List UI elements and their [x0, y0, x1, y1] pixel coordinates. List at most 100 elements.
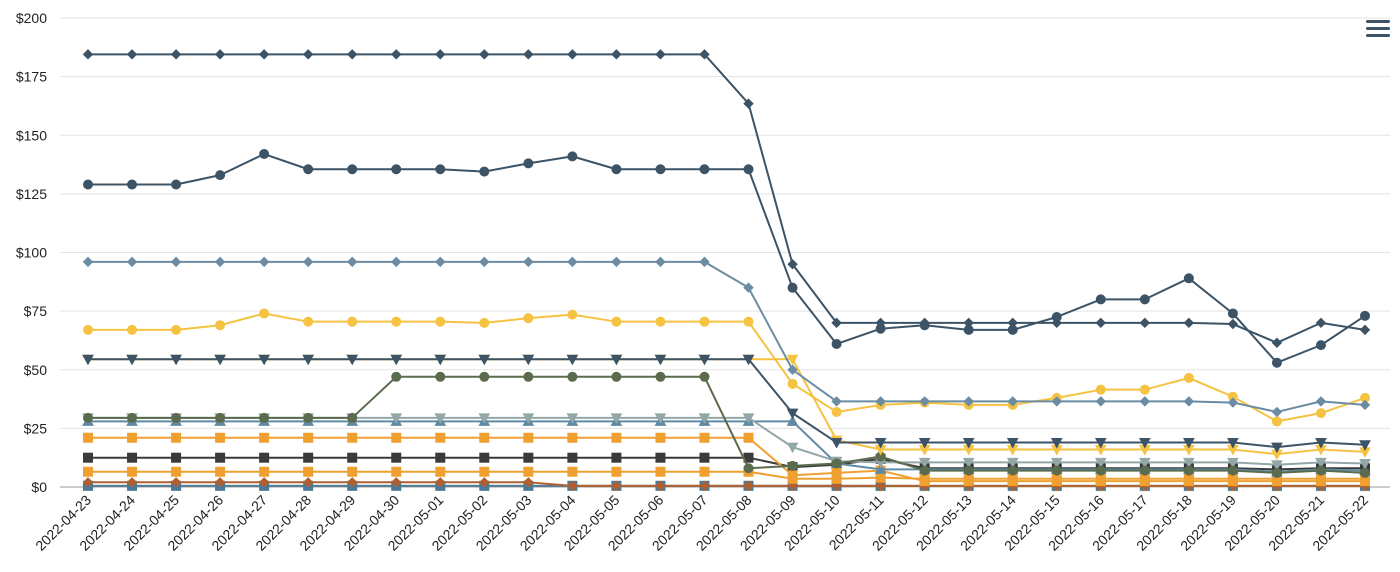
- data-point[interactable]: [1359, 399, 1371, 411]
- data-point[interactable]: [831, 317, 842, 329]
- data-point[interactable]: [302, 256, 314, 268]
- data-point[interactable]: [963, 476, 974, 487]
- data-point[interactable]: [523, 158, 534, 169]
- data-point[interactable]: [1227, 465, 1238, 476]
- data-point[interactable]: [391, 49, 402, 60]
- data-point[interactable]: [171, 452, 182, 463]
- data-point[interactable]: [126, 49, 138, 60]
- data-point[interactable]: [479, 371, 490, 382]
- data-point[interactable]: [347, 432, 358, 443]
- data-point[interactable]: [875, 396, 886, 407]
- data-point[interactable]: [171, 432, 182, 443]
- data-point[interactable]: [435, 316, 446, 327]
- data-point[interactable]: [1359, 440, 1371, 451]
- data-point[interactable]: [1183, 476, 1194, 487]
- data-point[interactable]: [654, 354, 667, 366]
- data-point[interactable]: [214, 354, 226, 366]
- data-point[interactable]: [479, 477, 490, 488]
- data-point[interactable]: [962, 437, 975, 449]
- data-point[interactable]: [611, 316, 622, 327]
- data-point[interactable]: [171, 412, 182, 423]
- data-point[interactable]: [391, 452, 402, 463]
- data-point[interactable]: [259, 466, 270, 477]
- data-point[interactable]: [567, 452, 578, 463]
- data-point[interactable]: [1315, 476, 1326, 487]
- data-point[interactable]: [391, 316, 402, 327]
- data-point[interactable]: [259, 149, 270, 160]
- data-point[interactable]: [171, 324, 182, 335]
- data-point[interactable]: [391, 371, 402, 382]
- data-point[interactable]: [655, 466, 666, 477]
- data-point[interactable]: [567, 256, 578, 268]
- data-point[interactable]: [874, 437, 887, 449]
- data-point[interactable]: [83, 466, 93, 477]
- data-point[interactable]: [830, 437, 843, 449]
- data-point[interactable]: [1227, 308, 1238, 319]
- data-point[interactable]: [1227, 318, 1239, 330]
- data-point[interactable]: [347, 452, 358, 463]
- data-point[interactable]: [786, 415, 799, 426]
- data-point[interactable]: [1095, 317, 1106, 329]
- data-point[interactable]: [567, 309, 578, 320]
- data-point[interactable]: [127, 412, 138, 423]
- data-point[interactable]: [699, 49, 710, 60]
- data-point[interactable]: [1183, 273, 1194, 284]
- data-point[interactable]: [523, 477, 534, 488]
- data-point[interactable]: [478, 413, 491, 424]
- data-point[interactable]: [1183, 465, 1194, 476]
- data-point[interactable]: [1271, 337, 1283, 348]
- data-point[interactable]: [1227, 397, 1239, 408]
- data-point[interactable]: [391, 477, 402, 488]
- data-point[interactable]: [743, 480, 754, 492]
- data-point[interactable]: [435, 477, 446, 488]
- data-point[interactable]: [611, 432, 622, 443]
- data-point[interactable]: [170, 256, 182, 268]
- data-point[interactable]: [963, 465, 974, 476]
- data-point[interactable]: [303, 466, 314, 477]
- data-point[interactable]: [214, 477, 226, 488]
- data-point[interactable]: [611, 466, 622, 477]
- data-point[interactable]: [215, 466, 226, 477]
- data-point[interactable]: [787, 259, 798, 270]
- data-point[interactable]: [743, 316, 754, 327]
- data-point[interactable]: [743, 282, 754, 293]
- data-point[interactable]: [171, 179, 182, 190]
- data-point[interactable]: [1359, 324, 1371, 336]
- data-point[interactable]: [215, 320, 226, 331]
- data-point[interactable]: [699, 452, 710, 463]
- data-point[interactable]: [346, 354, 359, 366]
- data-point[interactable]: [1360, 467, 1370, 478]
- data-point[interactable]: [1139, 294, 1150, 305]
- data-point[interactable]: [1315, 457, 1327, 469]
- data-point[interactable]: [258, 477, 270, 488]
- data-point[interactable]: [215, 170, 226, 181]
- data-point[interactable]: [127, 432, 138, 443]
- data-point[interactable]: [82, 49, 94, 60]
- data-point[interactable]: [567, 371, 578, 382]
- data-point[interactable]: [1139, 465, 1150, 476]
- data-point[interactable]: [786, 408, 799, 420]
- data-point[interactable]: [523, 49, 534, 60]
- data-point[interactable]: [699, 466, 710, 477]
- data-point[interactable]: [479, 466, 490, 477]
- data-point[interactable]: [1007, 317, 1018, 329]
- data-point[interactable]: [479, 432, 490, 443]
- data-point[interactable]: [302, 49, 314, 60]
- data-point[interactable]: [1271, 460, 1283, 471]
- data-point[interactable]: [522, 413, 535, 424]
- data-point[interactable]: [347, 412, 358, 423]
- data-point[interactable]: [126, 256, 138, 268]
- data-point[interactable]: [655, 164, 666, 175]
- data-point[interactable]: [259, 412, 270, 423]
- data-point[interactable]: [83, 452, 93, 463]
- data-point[interactable]: [1271, 357, 1282, 368]
- data-point[interactable]: [346, 49, 358, 60]
- data-point[interactable]: [831, 406, 842, 417]
- data-point[interactable]: [214, 49, 226, 60]
- data-point[interactable]: [82, 256, 94, 268]
- data-point[interactable]: [435, 466, 446, 477]
- data-point[interactable]: [303, 432, 314, 443]
- data-point[interactable]: [1315, 437, 1327, 449]
- data-point[interactable]: [699, 371, 710, 382]
- data-point[interactable]: [435, 49, 446, 60]
